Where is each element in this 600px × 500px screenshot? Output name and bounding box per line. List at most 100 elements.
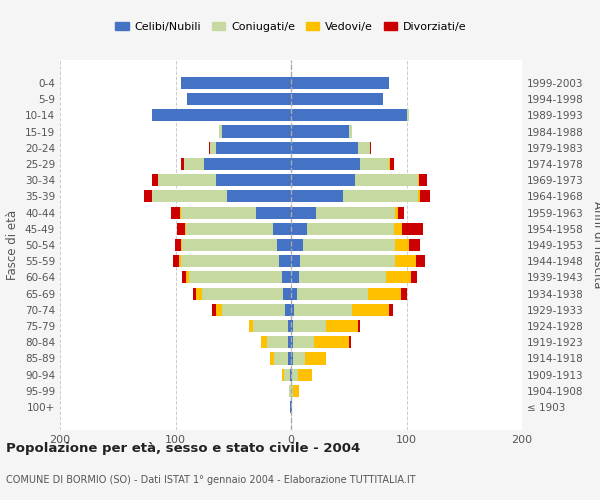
Bar: [302, 239, 395, 251]
Bar: [297, 288, 368, 300]
Bar: [270, 352, 274, 364]
Bar: [401, 288, 407, 300]
Bar: [282, 368, 284, 381]
Bar: [299, 272, 386, 283]
Bar: [358, 320, 360, 332]
Bar: [250, 320, 253, 332]
Bar: [343, 190, 418, 202]
Bar: [291, 142, 358, 154]
Bar: [152, 190, 227, 202]
Bar: [176, 222, 185, 235]
Bar: [291, 77, 389, 89]
Bar: [287, 336, 291, 348]
Bar: [180, 206, 181, 218]
Bar: [352, 304, 389, 316]
Bar: [158, 174, 216, 186]
Bar: [175, 239, 181, 251]
Bar: [389, 304, 392, 316]
Bar: [418, 174, 419, 186]
Bar: [293, 352, 305, 364]
Bar: [326, 320, 358, 332]
Bar: [291, 288, 297, 300]
Bar: [291, 320, 293, 332]
Bar: [220, 126, 222, 138]
Bar: [355, 174, 418, 186]
Y-axis label: Fasce di età: Fasce di età: [7, 210, 19, 280]
Bar: [295, 304, 352, 316]
Bar: [190, 272, 282, 283]
Bar: [291, 158, 360, 170]
Bar: [291, 336, 293, 348]
Bar: [395, 255, 416, 268]
Bar: [187, 93, 291, 105]
Bar: [261, 336, 267, 348]
Legend: Celibi/Nubili, Coniugati/e, Vedovi/e, Divorziati/e: Celibi/Nubili, Coniugati/e, Vedovi/e, Di…: [111, 18, 471, 36]
Bar: [419, 174, 427, 186]
Bar: [290, 368, 291, 381]
Bar: [291, 126, 349, 138]
Bar: [293, 320, 326, 332]
Bar: [291, 93, 383, 105]
Bar: [291, 109, 407, 122]
Bar: [407, 109, 409, 122]
Bar: [179, 255, 181, 268]
Bar: [421, 190, 430, 202]
Bar: [291, 239, 302, 251]
Bar: [290, 401, 291, 413]
Bar: [284, 368, 290, 381]
Bar: [212, 304, 216, 316]
Bar: [152, 174, 158, 186]
Bar: [210, 142, 216, 154]
Bar: [389, 158, 391, 170]
Bar: [395, 239, 409, 251]
Bar: [256, 206, 291, 218]
Bar: [193, 288, 196, 300]
Bar: [291, 255, 300, 268]
Bar: [305, 352, 326, 364]
Bar: [291, 304, 295, 316]
Bar: [205, 158, 291, 170]
Bar: [280, 255, 291, 268]
Bar: [391, 158, 394, 170]
Bar: [314, 336, 349, 348]
Bar: [287, 320, 291, 332]
Bar: [196, 288, 202, 300]
Bar: [173, 255, 179, 268]
Bar: [216, 142, 291, 154]
Bar: [222, 126, 291, 138]
Bar: [370, 142, 371, 154]
Bar: [298, 368, 312, 381]
Y-axis label: Anni di nascita: Anni di nascita: [592, 202, 600, 288]
Bar: [411, 272, 417, 283]
Bar: [398, 206, 404, 218]
Bar: [291, 174, 355, 186]
Bar: [186, 272, 190, 283]
Bar: [416, 255, 425, 268]
Bar: [181, 239, 182, 251]
Bar: [293, 336, 314, 348]
Bar: [287, 352, 291, 364]
Text: Popolazione per età, sesso e stato civile - 2004: Popolazione per età, sesso e stato civil…: [6, 442, 360, 455]
Bar: [181, 206, 256, 218]
Bar: [282, 272, 291, 283]
Bar: [216, 174, 291, 186]
Bar: [277, 239, 291, 251]
Bar: [291, 401, 292, 413]
Bar: [285, 304, 291, 316]
Bar: [291, 272, 299, 283]
Bar: [181, 158, 184, 170]
Bar: [291, 368, 292, 381]
Bar: [394, 222, 402, 235]
Bar: [182, 272, 186, 283]
Bar: [316, 206, 395, 218]
Bar: [395, 206, 398, 218]
Bar: [184, 158, 205, 170]
Bar: [349, 126, 352, 138]
Bar: [182, 239, 277, 251]
Bar: [291, 385, 293, 397]
Bar: [272, 222, 291, 235]
Bar: [402, 222, 422, 235]
Bar: [289, 385, 291, 397]
Bar: [181, 255, 280, 268]
Bar: [291, 206, 316, 218]
